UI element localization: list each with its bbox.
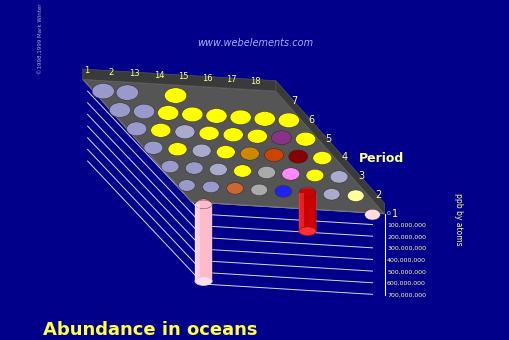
Polygon shape [275, 81, 384, 214]
Text: Period: Period [358, 152, 403, 165]
Ellipse shape [194, 277, 212, 286]
Ellipse shape [364, 209, 380, 220]
Ellipse shape [271, 131, 291, 144]
Ellipse shape [181, 107, 203, 122]
Ellipse shape [298, 189, 316, 197]
Ellipse shape [178, 180, 195, 191]
Text: www.webelements.com: www.webelements.com [196, 38, 313, 48]
FancyBboxPatch shape [194, 204, 200, 281]
Ellipse shape [281, 168, 299, 180]
Ellipse shape [157, 106, 179, 120]
Text: 14: 14 [153, 71, 164, 80]
Ellipse shape [126, 122, 147, 136]
Text: 18: 18 [249, 76, 260, 86]
Text: 700,000,000: 700,000,000 [386, 293, 426, 298]
Text: 3: 3 [358, 171, 364, 181]
Text: 16: 16 [202, 74, 212, 83]
Text: 5: 5 [324, 134, 330, 143]
Text: 400,000,000: 400,000,000 [386, 258, 426, 263]
Ellipse shape [288, 150, 307, 163]
Ellipse shape [168, 143, 187, 156]
Text: 500,000,000: 500,000,000 [386, 269, 425, 274]
Ellipse shape [206, 108, 227, 123]
FancyBboxPatch shape [298, 193, 316, 231]
Ellipse shape [278, 113, 299, 128]
Ellipse shape [209, 164, 227, 176]
Ellipse shape [202, 181, 219, 193]
Ellipse shape [264, 149, 283, 162]
Ellipse shape [299, 187, 315, 199]
Text: 0: 0 [386, 211, 390, 216]
Ellipse shape [230, 110, 251, 125]
Ellipse shape [223, 128, 243, 142]
Text: 7: 7 [291, 96, 297, 106]
Text: 13: 13 [129, 69, 140, 78]
Ellipse shape [257, 166, 275, 178]
Ellipse shape [312, 152, 331, 165]
Ellipse shape [253, 112, 275, 126]
Ellipse shape [133, 104, 154, 119]
Ellipse shape [274, 186, 291, 197]
Text: Abundance in oceans: Abundance in oceans [43, 321, 257, 339]
FancyBboxPatch shape [194, 204, 212, 281]
Text: 600,000,000: 600,000,000 [386, 281, 425, 286]
Text: ©1998,1999 Mark Winter: ©1998,1999 Mark Winter [37, 3, 42, 74]
Ellipse shape [194, 200, 212, 209]
Text: 1: 1 [391, 209, 397, 219]
Ellipse shape [247, 129, 267, 143]
Ellipse shape [323, 188, 340, 200]
FancyBboxPatch shape [298, 193, 303, 231]
Text: 4: 4 [341, 153, 347, 163]
Ellipse shape [227, 183, 243, 194]
Text: 200,000,000: 200,000,000 [386, 234, 426, 239]
Ellipse shape [175, 125, 194, 139]
Ellipse shape [233, 165, 251, 177]
Ellipse shape [92, 83, 114, 99]
Text: 6: 6 [307, 115, 314, 125]
Text: 17: 17 [225, 75, 236, 84]
Ellipse shape [199, 126, 219, 140]
Text: 300,000,000: 300,000,000 [386, 246, 426, 251]
Ellipse shape [216, 146, 235, 159]
Text: 2: 2 [108, 68, 113, 77]
Ellipse shape [164, 88, 186, 103]
Ellipse shape [240, 147, 259, 160]
Ellipse shape [151, 123, 171, 137]
Ellipse shape [144, 141, 162, 154]
Ellipse shape [161, 160, 179, 173]
Ellipse shape [298, 227, 316, 236]
Text: 2: 2 [374, 190, 381, 200]
Ellipse shape [116, 85, 138, 100]
Ellipse shape [109, 103, 130, 117]
Ellipse shape [295, 132, 315, 146]
Ellipse shape [250, 184, 267, 196]
Ellipse shape [195, 199, 211, 210]
Ellipse shape [347, 190, 363, 202]
Text: 15: 15 [178, 72, 188, 81]
Ellipse shape [185, 162, 203, 174]
Polygon shape [82, 69, 275, 91]
Ellipse shape [305, 169, 323, 182]
Ellipse shape [192, 144, 211, 157]
Polygon shape [82, 79, 384, 214]
Text: 100,000,000: 100,000,000 [386, 223, 425, 228]
Text: ppb by atoms: ppb by atoms [453, 193, 462, 246]
Ellipse shape [329, 171, 347, 183]
Text: 1: 1 [83, 66, 89, 75]
